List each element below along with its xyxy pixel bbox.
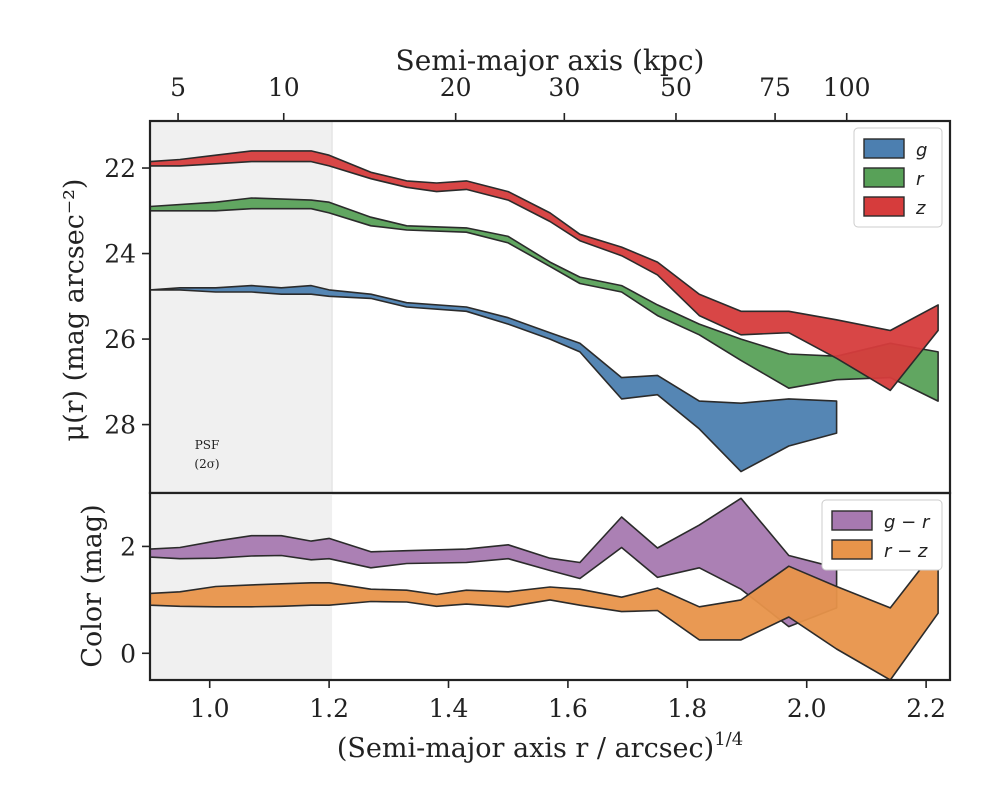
profile-y-ticks: 22 24 26 28	[104, 154, 150, 440]
kpc-tick-label: 5	[170, 73, 186, 102]
kpc-tick-label: 50	[660, 73, 692, 102]
profile-y-tick-label: 28	[104, 411, 136, 440]
kpc-tick-label: 20	[440, 73, 472, 102]
color-y-axis-label: Color (mag)	[77, 504, 108, 667]
profile-y-tick-label: 22	[104, 154, 136, 183]
profile-y-tick-label: 26	[104, 325, 136, 354]
psf-shaded-region	[150, 121, 333, 493]
profile-legend: grz	[853, 127, 943, 228]
kpc-ticks: 5 10 20 30 50 75 100	[170, 73, 871, 121]
x-tick-label: 1.6	[548, 694, 588, 723]
profile-y-tick-label: 24	[104, 240, 136, 269]
profile-legend-label-r: r	[916, 169, 925, 190]
kpc-tick-label: 10	[268, 73, 300, 102]
profile-legend-swatch-r	[863, 167, 905, 188]
color-legend-swatch-g-r	[831, 510, 873, 531]
color-frame	[148, 491, 952, 682]
x-tick-label: 2.2	[906, 694, 946, 723]
color-legend-label-g-r: g − r	[884, 512, 931, 533]
profile-y-axis-label: μ(r) (mag arcsec⁻²)	[59, 179, 90, 442]
profile-band-z	[150, 150, 939, 392]
profile-band-r	[150, 197, 939, 402]
color-legend-swatch-r-z	[831, 539, 873, 560]
x-tick-label: 1.4	[429, 694, 469, 723]
kpc-tick-label: 100	[823, 73, 871, 102]
x-axis-label: (Semi-major axis r / arcsec)1/4	[337, 729, 743, 764]
kpc-tick-label: 75	[759, 73, 791, 102]
x-axis-label-exponent: 1/4	[714, 729, 743, 750]
profile-panel: PSF (2σ) 22 24 26 28 5 10 20 30 50 75 100 Semi-ma…	[59, 44, 952, 495]
color-panel: 02 1.0 1.2 1.4 1.6 1.8 2.0 2.2 Color (mag) (Se…	[77, 491, 952, 764]
x-ticks: 1.0 1.2 1.4 1.6 1.8 2.0 2.2	[190, 680, 946, 723]
psf-sigma-label: (2σ)	[194, 457, 219, 471]
x-tick-label: 1.2	[309, 694, 349, 723]
profile-bands	[150, 121, 939, 493]
top-axis-title: Semi-major axis (kpc)	[396, 44, 705, 77]
color-y-ticks: 02	[120, 532, 150, 668]
profile-legend-label-z: z	[915, 198, 926, 219]
color-legend-label-r-z: r − z	[884, 541, 928, 562]
profile-legend-swatch-z	[863, 196, 905, 217]
color-y-tick-label: 2	[120, 532, 136, 561]
psf-label: PSF	[195, 438, 220, 452]
x-tick-label: 1.0	[190, 694, 230, 723]
kpc-tick-label: 30	[548, 73, 580, 102]
x-tick-label: 1.8	[667, 694, 707, 723]
x-tick-label: 2.0	[787, 694, 827, 723]
color-bands	[150, 497, 939, 680]
x-axis-label-text: (Semi-major axis r / arcsec)	[337, 733, 714, 764]
profile-band-g	[150, 284, 838, 473]
profile-legend-label-g: g	[916, 140, 927, 161]
color-y-tick-label: 0	[120, 639, 136, 668]
profile-legend-swatch-g	[863, 138, 905, 159]
color-band-r-z	[150, 545, 939, 680]
color-legend: g − r r − z	[821, 499, 943, 571]
